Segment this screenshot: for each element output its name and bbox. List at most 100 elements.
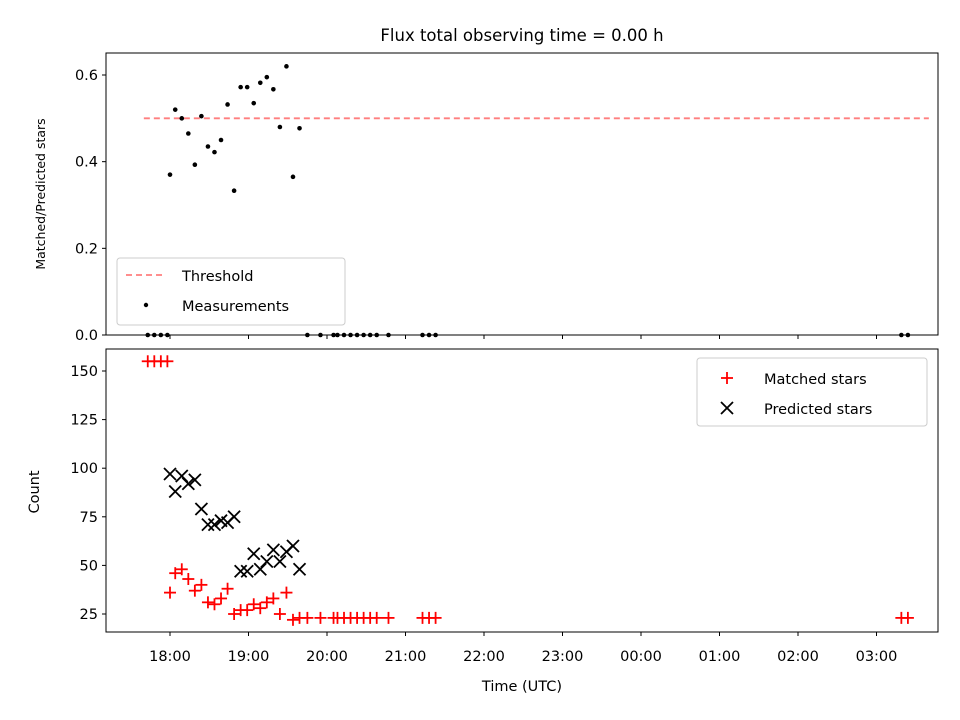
measurement-point bbox=[238, 84, 243, 90]
bottom-x-tick-label: 03:00 bbox=[856, 649, 898, 665]
bottom-x-tick-label: 02:00 bbox=[777, 649, 819, 665]
predicted-star-point bbox=[168, 484, 182, 499]
matched-star-point bbox=[228, 608, 241, 620]
top-x-ticks bbox=[169, 335, 877, 339]
measurement-point bbox=[205, 144, 211, 149]
bottom-legend-box bbox=[696, 357, 928, 427]
bottom-x-tick-label: 19:00 bbox=[228, 649, 270, 665]
measurement-point bbox=[251, 100, 257, 106]
bottom-x-tick-label: 18:00 bbox=[149, 649, 191, 665]
predicted-star-point bbox=[260, 554, 274, 569]
bottom-plot-area bbox=[141, 355, 914, 626]
matched-star-point bbox=[175, 563, 188, 576]
bottom-x-tick-label: 22:00 bbox=[463, 649, 505, 665]
predicted-star-point bbox=[227, 510, 241, 524]
measurement-point bbox=[218, 137, 224, 143]
threshold-legend-label: Threshold bbox=[181, 269, 253, 285]
measurement-point bbox=[257, 80, 263, 86]
top-y-tick-label: 0.4 bbox=[75, 155, 98, 171]
matched-star-point bbox=[208, 598, 221, 611]
bottom-y-tick-label: 25 bbox=[80, 607, 98, 623]
x-axis-label: Time (UTC) bbox=[481, 679, 562, 695]
measurement-point bbox=[199, 113, 204, 119]
predicted-star-point bbox=[207, 517, 222, 532]
matched-star-point bbox=[273, 608, 286, 620]
matched-star-point bbox=[182, 573, 195, 586]
matched-star-point bbox=[188, 584, 201, 597]
predicted-star-point bbox=[188, 473, 202, 487]
top-y-ticks: 0.0 0.2 0.4 0.6 bbox=[75, 68, 106, 344]
matched-star-point bbox=[267, 592, 280, 605]
measurement-point bbox=[231, 188, 237, 193]
predicted-star-point bbox=[194, 502, 209, 516]
matched-star-point bbox=[314, 611, 327, 624]
matched-star-point bbox=[286, 613, 299, 626]
bottom-y-tick-label: 100 bbox=[70, 461, 98, 477]
predicted-legend-label: Predicted stars bbox=[764, 402, 872, 418]
measurements-legend-swatch bbox=[143, 302, 149, 308]
predicted-star-point bbox=[240, 564, 254, 578]
measurement-point bbox=[192, 162, 198, 167]
predicted-star-point bbox=[181, 477, 195, 491]
bottom-y-tick-label: 150 bbox=[70, 364, 98, 380]
top-y-axis-label: Matched/Predicted stars bbox=[33, 118, 48, 269]
bottom-axes-frame bbox=[105, 348, 939, 633]
matched-star-point bbox=[901, 611, 914, 624]
matched-star-point bbox=[164, 586, 176, 599]
matched-star-point bbox=[260, 596, 273, 609]
matched-star-point bbox=[301, 611, 314, 624]
predicted-star-point bbox=[286, 539, 300, 553]
matched-star-point bbox=[195, 578, 208, 591]
bottom-x-tick-label: 23:00 bbox=[542, 649, 584, 665]
matched-legend-swatch bbox=[721, 372, 733, 384]
matched-star-point bbox=[221, 582, 234, 595]
matched-star-point bbox=[241, 604, 254, 617]
matched-star-point bbox=[429, 611, 442, 624]
matched-star-point bbox=[247, 598, 260, 611]
measurement-point bbox=[186, 131, 191, 136]
bottom-x-tick-label: 21:00 bbox=[385, 649, 427, 665]
predicted-star-point bbox=[201, 517, 215, 532]
bottom-x-tick-label: 01:00 bbox=[699, 649, 741, 665]
matched-star-point bbox=[201, 596, 214, 609]
matched-star-point bbox=[254, 602, 267, 615]
measurement-point bbox=[225, 102, 230, 107]
measurement-point bbox=[277, 124, 283, 130]
predicted-star-point bbox=[292, 562, 307, 576]
measurement-point bbox=[297, 126, 302, 131]
top-panel-title: Flux total observing time = 0.00 h bbox=[380, 26, 663, 45]
top-y-tick-label: 0.2 bbox=[75, 241, 98, 257]
top-legend: Threshold Measurements bbox=[116, 257, 346, 326]
bottom-y-ticks: 25 50 75 100 125 150 bbox=[70, 364, 106, 623]
measurement-point bbox=[290, 174, 296, 180]
matched-legend-label: Matched stars bbox=[764, 372, 867, 388]
measurement-point bbox=[172, 107, 178, 112]
bottom-x-tick-label: 00:00 bbox=[620, 649, 662, 665]
measurement-point bbox=[167, 172, 173, 177]
matched-star-point bbox=[215, 592, 228, 605]
bottom-y-tick-label: 125 bbox=[70, 413, 98, 429]
predicted-star-point bbox=[266, 543, 280, 557]
top-legend-box bbox=[116, 257, 346, 326]
predicted-star-point bbox=[163, 467, 177, 481]
bottom-y-axis-label: Count bbox=[27, 470, 43, 513]
matched-star-point bbox=[280, 586, 293, 599]
bottom-x-ticks: 18:00 19:00 20:00 21:00 22:00 23:00 00:00 01:00… bbox=[149, 632, 897, 665]
bottom-panel: Count Time (UTC) 25 50 75 100 125 150 18:00 19… bbox=[27, 348, 939, 695]
predicted-star-point bbox=[247, 547, 261, 561]
matched-star-point bbox=[382, 611, 395, 624]
top-y-tick-label: 0.6 bbox=[75, 68, 98, 84]
bottom-x-tick-label: 20:00 bbox=[306, 649, 348, 665]
matched-star-point bbox=[161, 355, 174, 368]
predicted-star-point bbox=[234, 564, 248, 578]
bottom-y-tick-label: 50 bbox=[80, 558, 98, 574]
measurement-point bbox=[244, 84, 250, 90]
bottom-y-tick-label: 75 bbox=[80, 510, 98, 526]
measurement-point bbox=[179, 116, 185, 121]
predicted-star-point bbox=[273, 554, 287, 569]
top-panel: Flux total observing time = 0.00 h Match… bbox=[33, 26, 939, 344]
measurements-legend-label: Measurements bbox=[182, 299, 289, 315]
top-y-tick-label: 0.0 bbox=[75, 328, 98, 344]
matched-star-point bbox=[370, 611, 383, 624]
